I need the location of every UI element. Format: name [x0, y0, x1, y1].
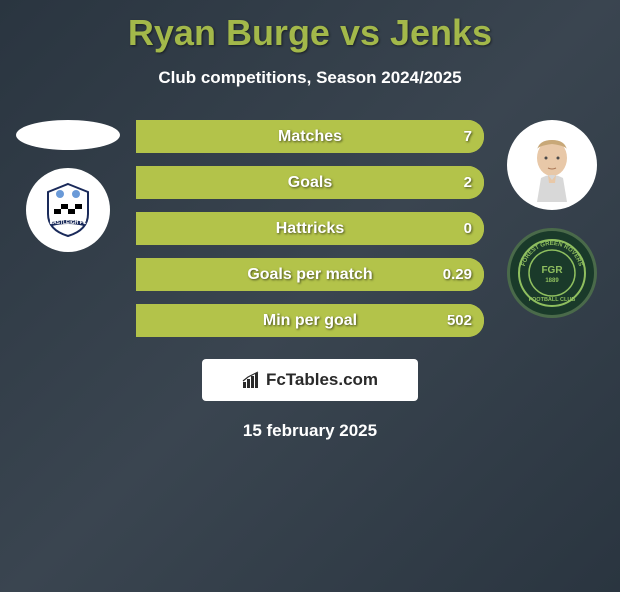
stat-value-right: 2	[464, 174, 472, 191]
logo-text: FcTables.com	[266, 370, 378, 390]
page-title: Ryan Burge vs Jenks	[0, 12, 620, 54]
crest-left-icon: EASTLEIGH FC	[38, 180, 98, 240]
player-left-column: EASTLEIGH FC	[8, 116, 128, 337]
date-label: 15 february 2025	[0, 421, 620, 441]
player-right-avatar	[507, 120, 597, 210]
stat-row: Matches7	[136, 120, 484, 153]
stat-row: Hattricks0	[136, 212, 484, 245]
svg-text:FGR: FGR	[541, 265, 563, 276]
stat-label: Hattricks	[136, 220, 484, 238]
stat-row: Goals per match0.29	[136, 258, 484, 291]
svg-text:1889: 1889	[545, 278, 559, 284]
chart-icon	[242, 371, 260, 389]
stat-label: Goals per match	[136, 266, 484, 284]
comparison-panel: EASTLEIGH FC Matches7 Goals2 Hattricks0 Goa…	[0, 116, 620, 337]
avatar-face-icon	[515, 128, 589, 202]
stat-value-right: 0	[464, 220, 472, 237]
subtitle: Club competitions, Season 2024/2025	[0, 68, 620, 88]
stat-row: Min per goal502	[136, 304, 484, 337]
stat-value-right: 0.29	[443, 266, 472, 283]
stat-label: Goals	[136, 174, 484, 192]
player-left-crest: EASTLEIGH FC	[26, 168, 110, 252]
stat-row: Goals2	[136, 166, 484, 199]
crest-right-icon: FGR 1889 FOREST GREEN ROVERS FOOTBALL CL…	[517, 238, 587, 308]
stat-label: Min per goal	[136, 312, 484, 330]
player-right-column: FGR 1889 FOREST GREEN ROVERS FOOTBALL CL…	[492, 116, 612, 337]
stat-value-right: 502	[447, 312, 472, 329]
player-right-crest: FGR 1889 FOREST GREEN ROVERS FOOTBALL CL…	[507, 228, 597, 318]
svg-text:EASTLEIGH FC: EASTLEIGH FC	[50, 220, 87, 226]
source-logo: FcTables.com	[202, 359, 418, 401]
stats-list: Matches7Goals2Hattricks0Goals per match0…	[128, 116, 492, 337]
stat-label: Matches	[136, 128, 484, 146]
player-left-avatar	[16, 120, 120, 150]
stat-value-right: 7	[464, 128, 472, 145]
svg-text:FOOTBALL CLUB: FOOTBALL CLUB	[529, 297, 576, 303]
